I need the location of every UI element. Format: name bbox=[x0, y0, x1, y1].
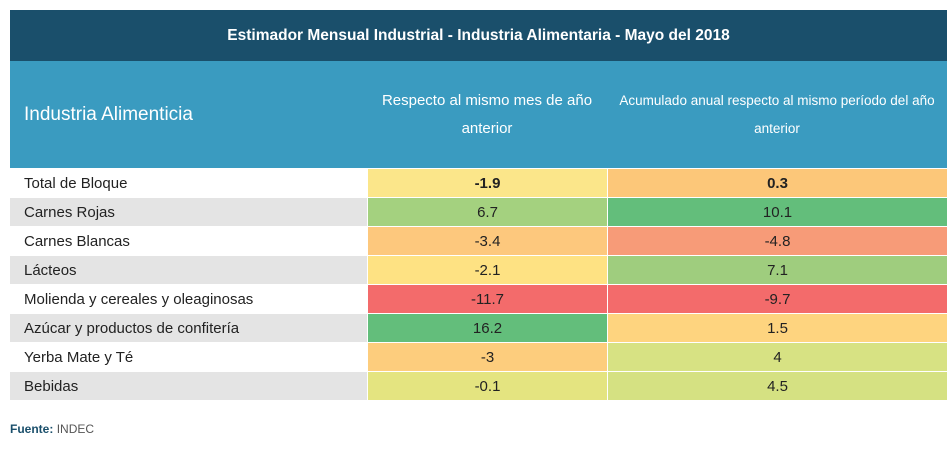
table-row: Lácteos -2.1 7.1 bbox=[10, 256, 947, 285]
row-value-same-month: -3.4 bbox=[367, 227, 607, 255]
row-label: Carnes Blancas bbox=[10, 227, 367, 255]
row-value-cumulative: 7.1 bbox=[607, 256, 947, 284]
table-row: Bebidas -0.1 4.5 bbox=[10, 372, 947, 401]
row-value-cumulative: 0.3 bbox=[607, 169, 947, 197]
table-row: Azúcar y productos de confitería 16.2 1.5 bbox=[10, 314, 947, 343]
table-header: Industria Alimenticia Respecto al mismo … bbox=[10, 61, 947, 168]
row-value-same-month: -2.1 bbox=[367, 256, 607, 284]
row-value-cumulative: 10.1 bbox=[607, 198, 947, 226]
row-label: Azúcar y productos de confitería bbox=[10, 314, 367, 342]
row-value-same-month: 16.2 bbox=[367, 314, 607, 342]
row-value-cumulative: -4.8 bbox=[607, 227, 947, 255]
row-label: Bebidas bbox=[10, 372, 367, 400]
header-cumulative: Acumulado anual respecto al mismo períod… bbox=[619, 92, 935, 136]
row-value-same-month: -11.7 bbox=[367, 285, 607, 313]
header-industry: Industria Alimenticia bbox=[24, 103, 193, 125]
row-label: Total de Bloque bbox=[10, 169, 367, 197]
table-row: Yerba Mate y Té -3 4 bbox=[10, 343, 947, 372]
row-value-cumulative: 1.5 bbox=[607, 314, 947, 342]
row-value-cumulative: 4.5 bbox=[607, 372, 947, 400]
row-label: Carnes Rojas bbox=[10, 198, 367, 226]
source-note: Fuente: INDEC bbox=[10, 422, 94, 436]
row-value-same-month: 6.7 bbox=[367, 198, 607, 226]
table-row: Total de Bloque -1.9 0.3 bbox=[10, 169, 947, 198]
row-value-same-month: -1.9 bbox=[367, 169, 607, 197]
data-table: Estimador Mensual Industrial - Industria… bbox=[10, 10, 947, 401]
row-value-cumulative: 4 bbox=[607, 343, 947, 371]
row-label: Molienda y cereales y oleaginosas bbox=[10, 285, 367, 313]
row-label: Yerba Mate y Té bbox=[10, 343, 367, 371]
header-same-month: Respecto al mismo mes de año anterior bbox=[381, 91, 593, 137]
row-value-same-month: -0.1 bbox=[367, 372, 607, 400]
row-label: Lácteos bbox=[10, 256, 367, 284]
table-row: Molienda y cereales y oleaginosas -11.7 -9… bbox=[10, 285, 947, 314]
row-value-same-month: -3 bbox=[367, 343, 607, 371]
source-value: INDEC bbox=[56, 422, 95, 436]
table-body: Total de Bloque -1.9 0.3 Carnes Rojas 6.7 10.… bbox=[10, 168, 947, 401]
source-label: Fuente: bbox=[10, 422, 54, 436]
table-row: Carnes Rojas 6.7 10.1 bbox=[10, 198, 947, 227]
table-row: Carnes Blancas -3.4 -4.8 bbox=[10, 227, 947, 256]
row-value-cumulative: -9.7 bbox=[607, 285, 947, 313]
table-title: Estimador Mensual Industrial - Industria… bbox=[10, 10, 947, 61]
